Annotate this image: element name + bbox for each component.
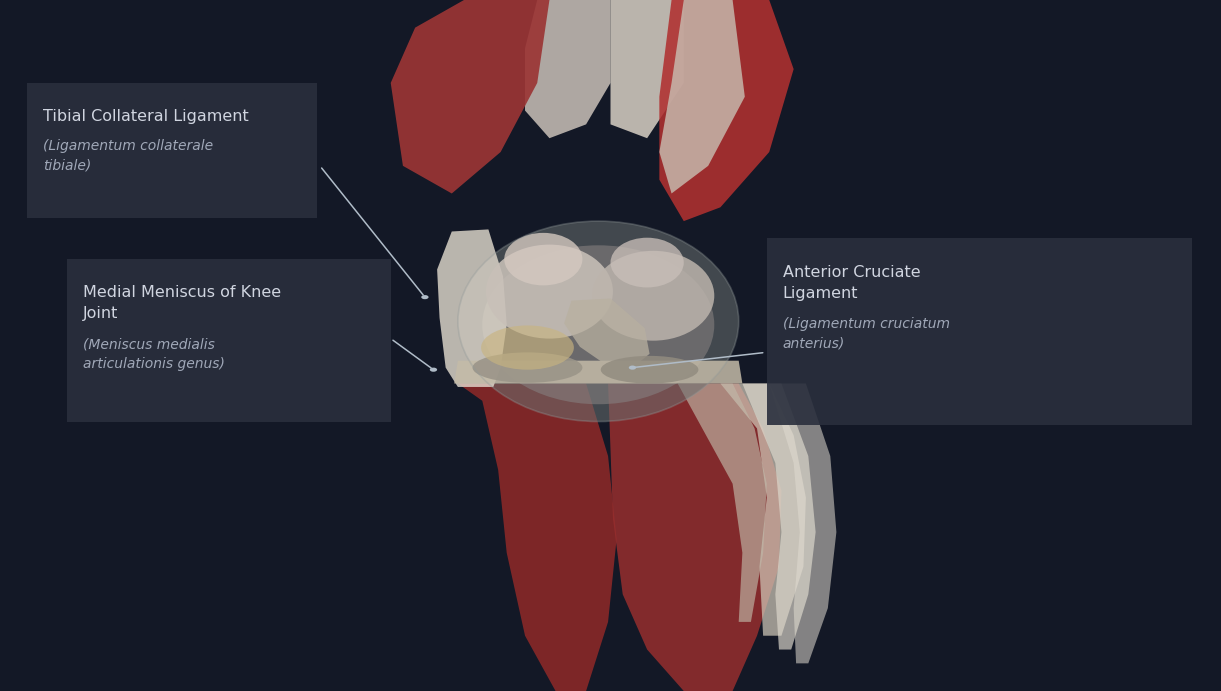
Ellipse shape [473, 352, 582, 383]
Polygon shape [525, 0, 610, 138]
Polygon shape [659, 0, 794, 221]
Polygon shape [437, 229, 507, 387]
Polygon shape [769, 384, 836, 663]
Polygon shape [720, 384, 806, 636]
Polygon shape [454, 361, 742, 384]
Polygon shape [659, 0, 745, 193]
Ellipse shape [504, 233, 582, 285]
Ellipse shape [458, 221, 739, 422]
Ellipse shape [592, 251, 714, 341]
Text: (Ligamentum collaterale
tibiale): (Ligamentum collaterale tibiale) [43, 140, 212, 173]
Circle shape [430, 368, 437, 372]
Circle shape [421, 295, 429, 299]
Text: (Meniscus medialis
articulationis genus): (Meniscus medialis articulationis genus) [83, 337, 225, 371]
Ellipse shape [610, 238, 684, 287]
Text: Medial Meniscus of Knee
Joint: Medial Meniscus of Knee Joint [83, 285, 281, 321]
Text: Tibial Collateral Ligament: Tibial Collateral Ligament [43, 109, 249, 124]
Ellipse shape [481, 325, 574, 370]
Polygon shape [610, 0, 684, 138]
Polygon shape [458, 384, 617, 691]
Polygon shape [678, 384, 767, 622]
Polygon shape [564, 299, 650, 368]
Polygon shape [742, 384, 816, 650]
Ellipse shape [486, 245, 613, 339]
FancyBboxPatch shape [767, 238, 1192, 425]
Text: Anterior Cruciate
Ligament: Anterior Cruciate Ligament [783, 265, 921, 301]
Polygon shape [391, 0, 549, 193]
Ellipse shape [482, 245, 714, 404]
Text: (Ligamentum cruciatum
anterius): (Ligamentum cruciatum anterius) [783, 316, 950, 350]
Ellipse shape [601, 356, 698, 384]
Polygon shape [608, 384, 781, 691]
Circle shape [629, 366, 636, 370]
FancyBboxPatch shape [67, 259, 391, 422]
FancyBboxPatch shape [27, 83, 317, 218]
